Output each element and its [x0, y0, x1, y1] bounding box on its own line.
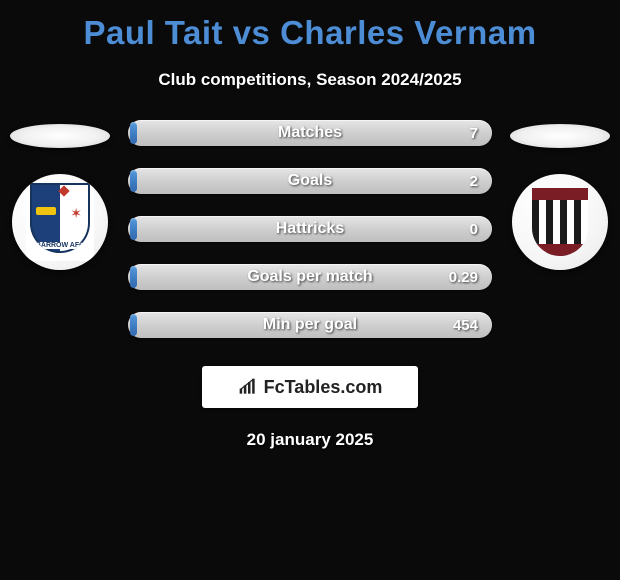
stat-row: Min per goal454: [128, 312, 492, 338]
brand-text: FcTables.com: [264, 377, 383, 398]
comparison-card: Paul Tait vs Charles Vernam Club competi…: [0, 0, 620, 460]
stat-row: Goals per match0.29: [128, 264, 492, 290]
player-placeholder-left: [10, 124, 110, 148]
stat-row: Hattricks0: [128, 216, 492, 242]
stat-row: Goals2: [128, 168, 492, 194]
right-player-col: [500, 120, 620, 270]
club-badge-left[interactable]: ✶ BARROW AFC: [12, 174, 108, 270]
stat-label: Hattricks: [128, 220, 492, 238]
left-player-col: ✶ BARROW AFC: [0, 120, 120, 270]
player-placeholder-right: [510, 124, 610, 148]
stat-row: Matches7: [128, 120, 492, 146]
stat-right-value: 7: [470, 125, 478, 142]
stripes-badge-icon: [520, 182, 600, 262]
page-title: Paul Tait vs Charles Vernam: [83, 14, 536, 52]
stats-column: Matches7Goals2Hattricks0Goals per match0…: [120, 120, 500, 338]
stat-right-value: 454: [453, 317, 478, 334]
body-area: ✶ BARROW AFC Matches7 Goals2 Hattricks0 Goa…: [0, 120, 620, 338]
stat-right-value: 0: [470, 221, 478, 238]
stat-label: Goals per match: [128, 268, 492, 286]
stat-label: Matches: [128, 124, 492, 142]
bar-chart-icon: [238, 378, 258, 396]
footer-date: 20 january 2025: [247, 430, 374, 450]
brand-box[interactable]: FcTables.com: [202, 366, 418, 408]
stat-label: Goals: [128, 172, 492, 190]
club-badge-right[interactable]: [512, 174, 608, 270]
page-subtitle: Club competitions, Season 2024/2025: [158, 70, 461, 90]
stat-right-value: 2: [470, 173, 478, 190]
shield-icon: ✶ BARROW AFC: [26, 183, 94, 261]
stat-label: Min per goal: [128, 316, 492, 334]
stat-right-value: 0.29: [449, 269, 478, 286]
